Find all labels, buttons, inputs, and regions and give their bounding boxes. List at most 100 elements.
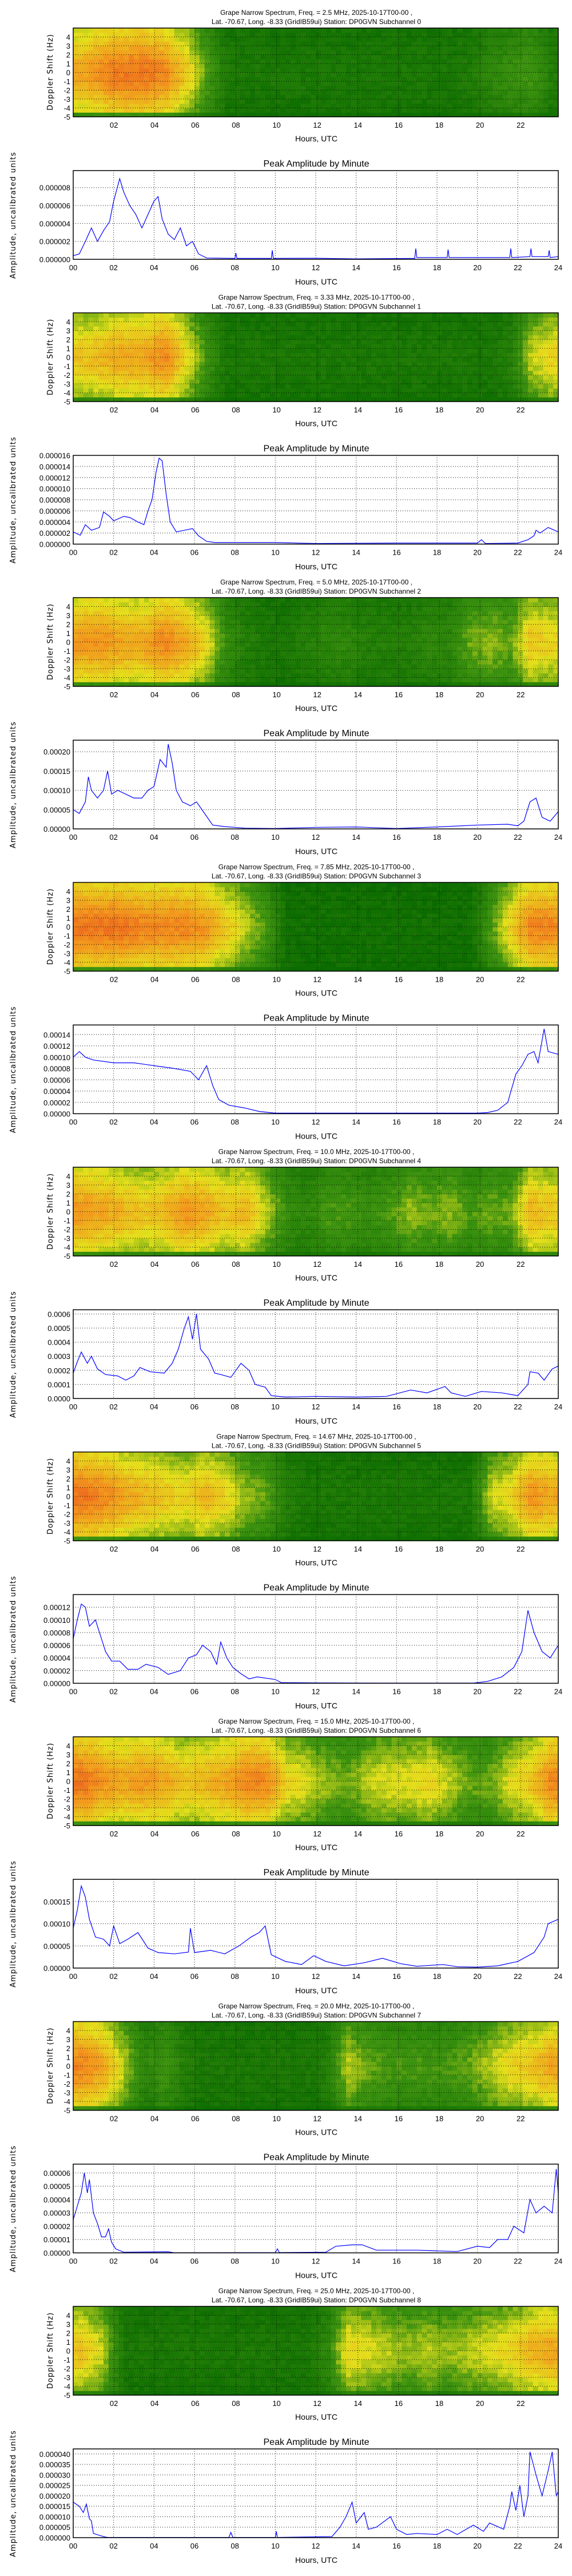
spectrogram-cell (356, 41, 362, 46)
spectrogram-cell (225, 646, 231, 651)
spectrogram-cell (341, 41, 347, 46)
spectrogram-cell (366, 353, 372, 358)
spectrogram-cell (507, 366, 514, 371)
spectrogram-cell (229, 642, 236, 647)
spectrogram-cell (78, 366, 84, 371)
y-tick-label: -2 (63, 371, 70, 380)
spectrogram-cell (553, 90, 559, 95)
spectrogram-cell (169, 682, 175, 687)
spectrogram-cell (113, 397, 120, 402)
spectrogram-cell (169, 41, 175, 46)
spectrogram-cell (164, 602, 170, 607)
spectrogram-cell (442, 370, 448, 376)
spectrogram-cell (452, 375, 458, 380)
spectrogram-cell (159, 677, 165, 682)
spectrogram-cell (255, 629, 261, 634)
spectrogram-cell (275, 64, 281, 69)
spectrogram-cell (422, 54, 427, 60)
spectrogram-cell (316, 32, 321, 38)
spectrogram-cell (189, 90, 195, 95)
spectrogram-cell (381, 50, 387, 56)
spectrogram-cell (260, 598, 266, 603)
spectrogram-cell (169, 384, 175, 389)
spectrogram-cell (386, 339, 392, 345)
spectrogram-cell (159, 112, 165, 117)
spectrogram-cell (78, 103, 84, 109)
spectrogram-cell (295, 366, 301, 371)
spectrogram-cell (240, 361, 245, 367)
spectrogram-cell (507, 72, 514, 77)
spectrogram-cell (189, 85, 195, 91)
spectrogram-cell (331, 81, 336, 86)
spectrogram-cell (341, 313, 347, 318)
spectrogram-cell (88, 72, 94, 77)
spectrogram-cell (159, 64, 165, 69)
spectrogram-cell (472, 317, 478, 322)
spectrogram-cell (523, 72, 529, 77)
spectrogram-cell (240, 651, 245, 656)
spectrogram-cell (240, 103, 245, 109)
spectrogram-cell (533, 108, 539, 113)
spectrogram-cell (113, 68, 120, 73)
spectrogram-cell (144, 99, 150, 104)
spectrogram-cell (194, 637, 200, 643)
spectrogram-cell (341, 77, 347, 82)
spectrogram-cell (427, 28, 432, 33)
spectrogram-cell (361, 108, 367, 113)
spectrogram-cell (113, 602, 120, 607)
spectrogram-cell (462, 348, 468, 353)
spectrogram-cell (442, 393, 448, 398)
spectrogram-cell (179, 357, 185, 362)
spectrogram-cell (164, 353, 170, 358)
spectrogram-cell (83, 77, 89, 82)
spectrogram-cell (300, 50, 306, 56)
spectrogram-cell (482, 54, 488, 60)
spectrogram-cell (189, 379, 195, 385)
spectrogram-cell (447, 384, 453, 389)
spectrogram-cell (184, 32, 190, 38)
spectrogram-cell (407, 313, 412, 318)
spectrogram-cell (98, 37, 104, 42)
spectrogram-cell (164, 28, 170, 33)
spectrogram-cell (159, 343, 165, 349)
spectrogram-cell (260, 375, 266, 380)
spectrogram-cell (73, 68, 79, 73)
spectrogram-cell (250, 629, 256, 634)
spectrogram-cell (290, 90, 296, 95)
spectrogram-cell (83, 353, 89, 358)
spectrogram-cell (290, 50, 296, 56)
spectrogram-cell (214, 85, 220, 91)
spectrogram-cell (83, 375, 89, 380)
spectrogram-cell (118, 72, 124, 77)
spectrogram-cell (169, 598, 175, 603)
spectrogram-cell (280, 598, 286, 603)
spectrogram-cell (447, 85, 453, 91)
spectrogram-cell (305, 615, 311, 621)
spectrogram-cell (452, 46, 458, 51)
spectrogram-cell (229, 598, 236, 603)
spectrogram-cell (83, 615, 89, 621)
spectrogram-cell (381, 68, 387, 73)
spectrogram-cell (78, 611, 84, 616)
spectrogram-cell (341, 46, 347, 51)
spectrogram-cell (270, 624, 276, 629)
spectrogram-cell (351, 322, 357, 327)
spectrogram-cell (129, 81, 134, 86)
spectrogram-cell (250, 655, 256, 661)
spectrogram-cell (371, 388, 377, 393)
spectrogram-cell (513, 348, 518, 353)
spectrogram-cell (214, 348, 220, 353)
spectrogram-cell (331, 361, 336, 367)
spectrogram-cell (320, 72, 327, 77)
spectrogram-cell (407, 375, 412, 380)
spectrogram-cell (316, 384, 321, 389)
spectrogram-cell (108, 99, 114, 104)
spectrogram-cell (351, 85, 357, 91)
spectrogram-cell (427, 335, 432, 340)
spectrogram-cell (113, 46, 120, 51)
spectrogram-cell (169, 633, 175, 638)
spectrogram-cell (144, 677, 150, 682)
spectrogram-cell (391, 68, 397, 73)
spectrogram-cell (240, 77, 245, 82)
x-tick-label: 18 (433, 548, 441, 557)
